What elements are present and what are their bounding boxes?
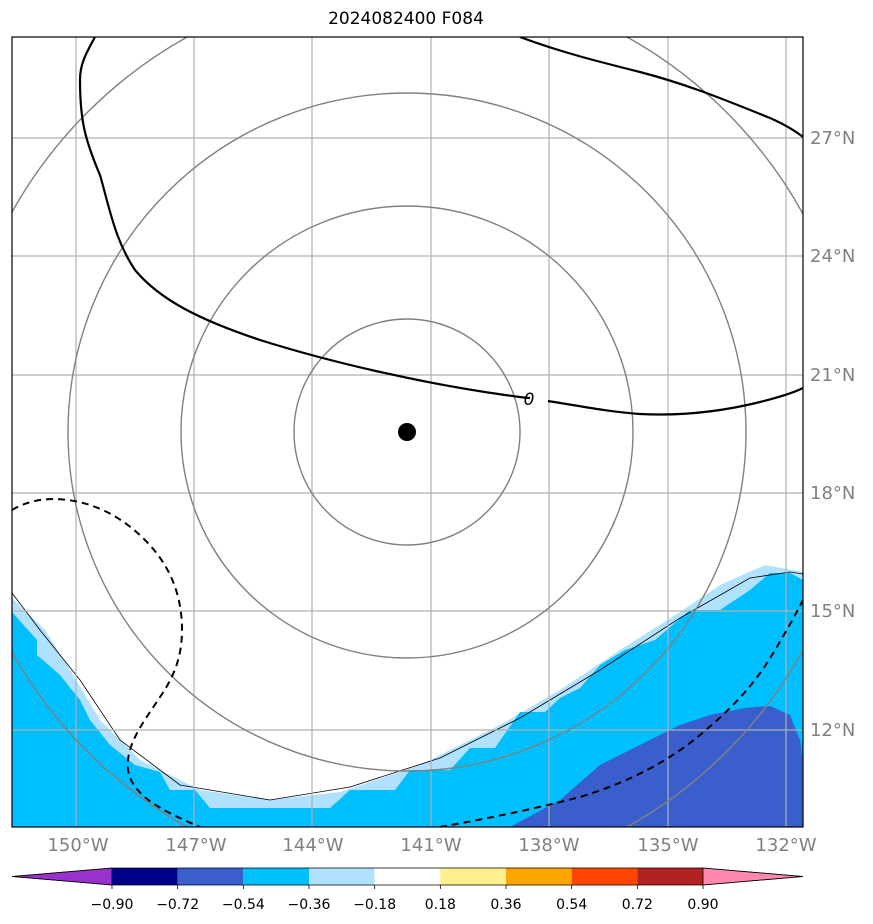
- colorbar-segment: [571, 868, 638, 885]
- longitude-labels: 150°W 147°W 144°W 141°W 138°W 135°W 132°…: [47, 835, 816, 856]
- colorbar-tick-label: 0.18: [425, 897, 456, 913]
- colorbar-tick-label: 0.90: [687, 897, 718, 913]
- lat-label-24: 24°N: [810, 246, 855, 267]
- colorbar-segment: [309, 868, 375, 885]
- colorbar-tick-label: −0.72: [156, 897, 199, 913]
- lat-label-21: 21°N: [810, 365, 855, 386]
- colorbar-tick-label: −0.36: [288, 897, 331, 913]
- map-title: 2024082400 F084: [328, 9, 484, 29]
- colorbar-segment: [112, 868, 178, 885]
- contour-zero-label: 0: [524, 390, 535, 410]
- colorbar-tick-label: 0.72: [622, 897, 653, 913]
- colorbar-segment: [506, 868, 572, 885]
- colorbar-segment: [374, 868, 441, 885]
- lat-label-27: 27°N: [810, 128, 855, 149]
- colorbar-tick-label: −0.18: [353, 897, 396, 913]
- colorbar-tick-label: 0.54: [556, 897, 587, 913]
- lon-label-135: 135°W: [637, 835, 698, 856]
- colorbar-segment: [637, 868, 703, 885]
- shade-boundary-line: [12, 571, 803, 801]
- lat-label-15: 15°N: [810, 601, 855, 622]
- lon-label-144: 144°W: [282, 835, 343, 856]
- lat-label-12: 12°N: [810, 720, 855, 741]
- latitude-labels: 27°N 24°N 21°N 18°N 15°N 12°N: [810, 128, 855, 741]
- colorbar: −0.90 −0.72 −0.54 −0.36 −0.18 0.18 0.36 0.54 0.7…: [11, 867, 804, 913]
- colorbar-segment: [177, 868, 244, 885]
- zero-contour-line-east: [547, 387, 803, 416]
- lat-label-18: 18°N: [810, 483, 855, 504]
- lon-label-132: 132°W: [755, 835, 816, 856]
- storm-center-marker: [398, 423, 416, 441]
- colorbar-extend-high: [702, 867, 804, 886]
- map-frame: [11, 36, 804, 828]
- lon-label-147: 147°W: [165, 835, 226, 856]
- zero-contour-line: [78, 37, 531, 400]
- colorbar-tick-label: −0.90: [91, 897, 134, 913]
- lon-label-150: 150°W: [47, 835, 108, 856]
- lon-label-138: 138°W: [518, 835, 579, 856]
- colorbar-tick-label: 0.36: [490, 897, 521, 913]
- negative-contour-west: [12, 497, 201, 827]
- lon-label-141: 141°W: [400, 835, 461, 856]
- map-plot-area: 0: [12, 37, 803, 827]
- positive-contour-line: [519, 37, 803, 138]
- colorbar-segment: [440, 868, 506, 885]
- range-rings: [12, 37, 803, 827]
- colorbar-extend-low: [11, 867, 113, 886]
- negative-contour-east: [439, 599, 803, 827]
- colorbar-tick-label: −0.54: [222, 897, 265, 913]
- colorbar-segment: [243, 868, 309, 885]
